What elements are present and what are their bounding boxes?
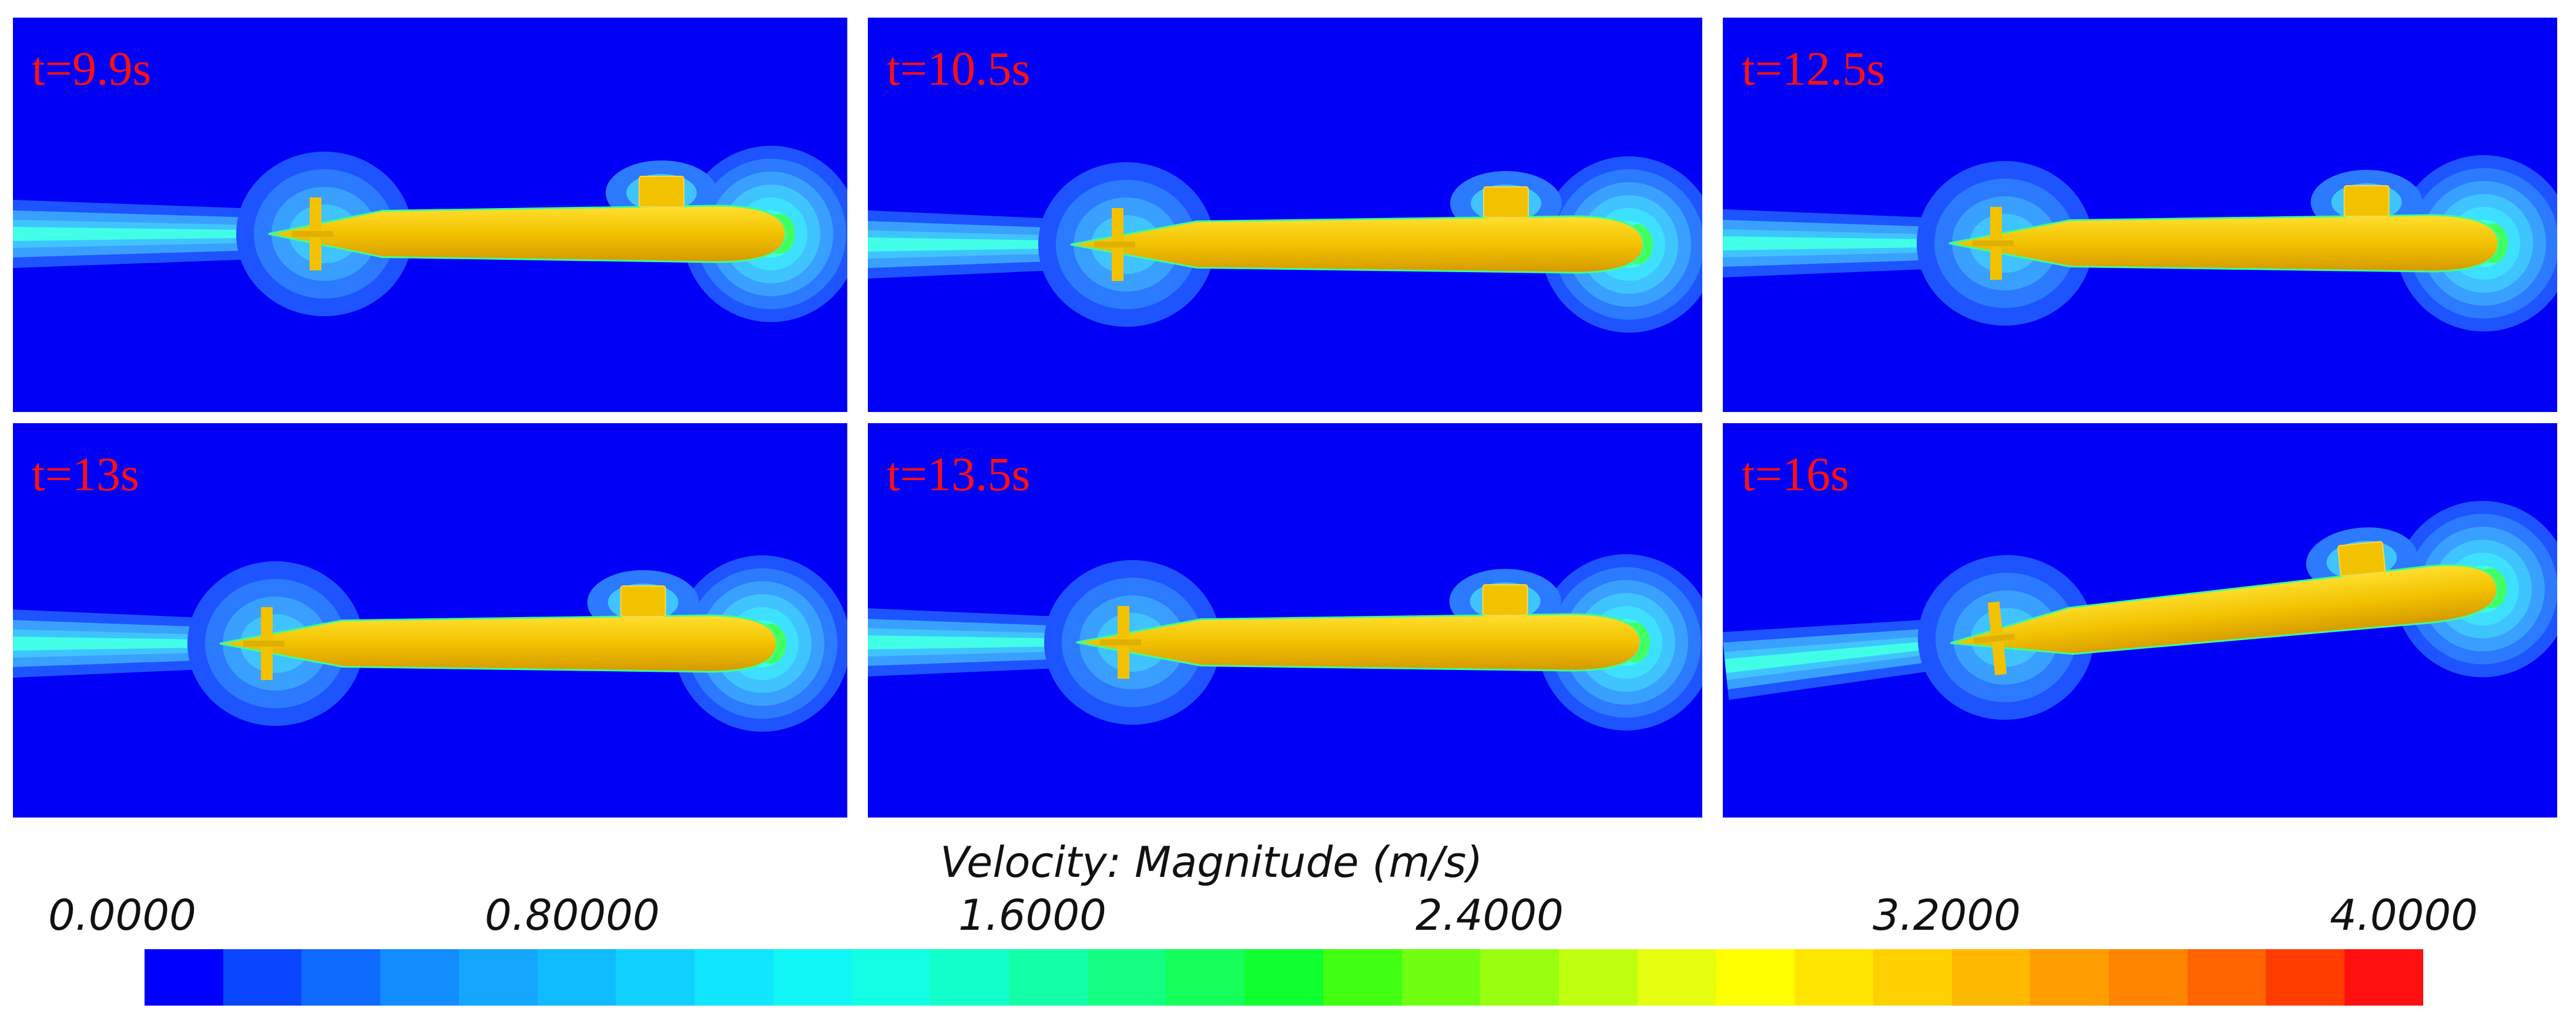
time-label: t=16s: [1742, 447, 1849, 501]
time-label: t=12.5s: [1742, 42, 1886, 95]
colorbar-swatch: [2108, 949, 2188, 1006]
colorbar-title: Velocity: Magnitude (m/s): [940, 838, 1483, 887]
colorbar-swatch: [930, 949, 1009, 1006]
colorbar-swatch: [2344, 949, 2423, 1006]
colorbar-swatch: [145, 949, 223, 1006]
velocity-contour-plot: [1723, 423, 2557, 818]
colorbar-swatch: [851, 949, 931, 1006]
colorbar-swatch: [380, 949, 459, 1006]
contour-panel-4: t=13s: [13, 423, 847, 818]
time-label: t=9.9s: [32, 42, 152, 95]
colorbar-swatch: [1087, 949, 1166, 1006]
colorbar-swatch: [458, 949, 538, 1006]
colorbar-tick-label: 2.4000: [1416, 890, 1564, 940]
colorbar-tick-label: 4.0000: [2330, 890, 2478, 940]
colorbar-swatch: [695, 949, 773, 1006]
velocity-contour-plot: [13, 423, 847, 818]
colorbar-swatch: [773, 949, 852, 1006]
colorbar-swatch: [1245, 949, 1323, 1006]
colorbar-swatch: [537, 949, 616, 1006]
velocity-contour-plot: [868, 18, 1702, 412]
colorbar-swatch: [1480, 949, 1559, 1006]
velocity-contour-plot: [13, 18, 847, 412]
colorbar-swatch: [1795, 949, 1873, 1006]
contour-panel-1: t=9.9s: [13, 18, 847, 412]
colorbar-swatch: [616, 949, 695, 1006]
colorbar-tick-label: 0.80000: [485, 890, 660, 940]
colorbar-tick-label: 3.2000: [1873, 890, 2021, 940]
colorbar-swatch: [2030, 949, 2109, 1006]
colorbar-swatch: [223, 949, 302, 1006]
contour-panel-5: t=13.5s: [868, 423, 1702, 818]
colorbar-swatch: [1951, 949, 2031, 1006]
contour-panel-2: t=10.5s: [868, 18, 1702, 412]
colorbar-swatch: [2187, 949, 2266, 1006]
velocity-colorbar: [145, 949, 2423, 1006]
colorbar-swatch: [1637, 949, 1716, 1006]
colorbar-swatch: [1873, 949, 1952, 1006]
colorbar-swatch: [1008, 949, 1088, 1006]
velocity-contour-plot: [868, 423, 1702, 818]
time-label: t=10.5s: [887, 42, 1031, 95]
colorbar-swatch: [301, 949, 381, 1006]
colorbar-swatch: [1716, 949, 1795, 1006]
colorbar-swatch: [1401, 949, 1481, 1006]
colorbar-tick-label: 1.6000: [958, 890, 1106, 940]
colorbar-swatch: [1558, 949, 1638, 1006]
contour-panel-3: t=12.5s: [1723, 18, 2557, 412]
time-label: t=13.5s: [887, 447, 1031, 501]
velocity-contour-plot: [1723, 18, 2557, 412]
colorbar-tick-label: 0.0000: [48, 890, 196, 940]
colorbar-swatch: [1323, 949, 1402, 1006]
contour-panel-6: t=16s: [1723, 423, 2557, 818]
time-label: t=13s: [32, 447, 139, 501]
colorbar-swatch: [2266, 949, 2345, 1006]
colorbar-swatch: [1166, 949, 1245, 1006]
